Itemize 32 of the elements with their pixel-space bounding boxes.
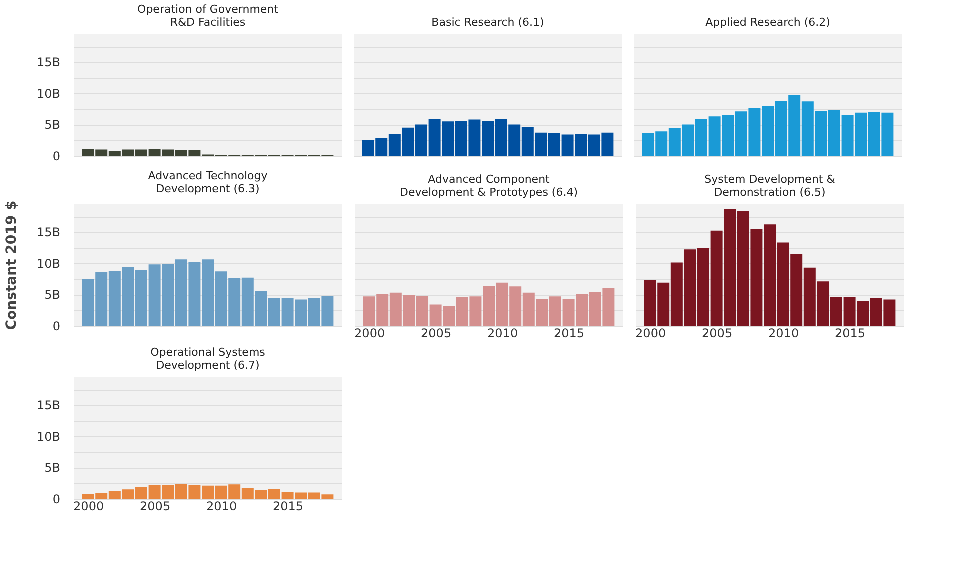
- y-tick-label: 15B: [36, 398, 60, 413]
- y-tick-label: 0: [52, 150, 60, 164]
- y-tick-label: 10B: [36, 256, 60, 271]
- chart-title: Operational Systems Development (6.7): [150, 346, 266, 372]
- x-tick-label: 2000: [636, 326, 666, 340]
- y-tick-label: 5B: [44, 461, 60, 476]
- y-tick-label: 10B: [36, 86, 60, 101]
- x-tick-label: 2000: [74, 500, 104, 514]
- chart-title: Operation of Government R&D Facilities: [138, 3, 280, 29]
- chart-title: System Development & Demonstration (6.5): [704, 173, 836, 199]
- chart-title: Basic Research (6.1): [432, 16, 544, 29]
- y-axis-title: Constant 2019 $: [4, 200, 20, 330]
- x-tick-label: 2005: [140, 500, 171, 514]
- chart-title: Applied Research (6.2): [706, 16, 830, 29]
- y-tick-label: 10B: [36, 430, 60, 444]
- x-tick-label: 2010: [206, 500, 238, 514]
- y-tick-label: 15B: [36, 226, 60, 240]
- x-tick-label: 2010: [768, 326, 800, 340]
- y-tick-label: 0: [52, 320, 60, 334]
- y-tick-label: 5B: [44, 288, 60, 302]
- chart-title: Advanced Technology Development (6.3): [148, 169, 268, 196]
- x-tick-label: 2005: [421, 326, 452, 340]
- y-tick-label: 5B: [44, 118, 60, 132]
- x-tick-label: 2005: [702, 326, 733, 340]
- x-tick-label: 2015: [835, 326, 866, 340]
- x-tick-label: 2010: [488, 326, 518, 340]
- y-tick-label: 15B: [36, 56, 60, 70]
- x-tick-label: 2000: [354, 326, 386, 340]
- y-tick-label: 0: [52, 492, 60, 506]
- chart-title: Advanced Component Development & Prototypes (6.4): [400, 173, 578, 199]
- x-tick-label: 2015: [273, 500, 304, 514]
- x-tick-label: 2015: [554, 326, 585, 340]
